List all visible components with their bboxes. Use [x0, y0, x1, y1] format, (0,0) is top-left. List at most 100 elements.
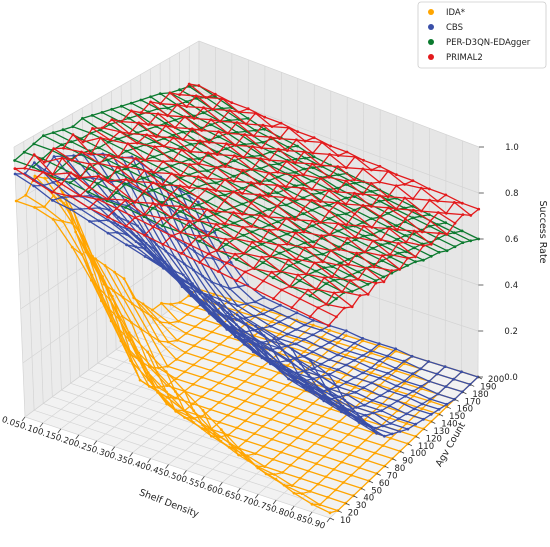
data-point	[295, 311, 299, 315]
data-point	[32, 179, 35, 182]
data-point	[395, 389, 398, 393]
data-point	[226, 374, 230, 378]
data-point	[161, 224, 164, 228]
data-point	[200, 395, 204, 399]
data-point	[367, 424, 371, 427]
data-point	[443, 365, 447, 368]
data-point	[190, 127, 194, 131]
data-point	[60, 195, 64, 199]
data-point	[197, 84, 201, 87]
data-point	[301, 196, 305, 200]
data-point	[445, 232, 449, 236]
wire-line	[160, 103, 448, 235]
data-point	[305, 449, 309, 453]
data-point	[328, 387, 332, 391]
data-point	[72, 154, 75, 158]
data-point	[261, 355, 264, 359]
data-point	[353, 208, 356, 212]
data-point	[324, 282, 328, 285]
data-point	[403, 183, 406, 186]
data-point	[361, 354, 365, 357]
data-point	[267, 208, 271, 211]
data-point	[32, 184, 36, 188]
legend-item: PER-D3QN-EDAgger	[428, 38, 531, 48]
y-tick-mark	[470, 384, 475, 387]
wire-line	[111, 119, 408, 259]
data-point	[330, 447, 334, 451]
data-point	[284, 196, 288, 199]
data-point	[261, 279, 265, 283]
y-tick-label: 60	[379, 479, 390, 489]
y-tick-mark	[376, 473, 381, 476]
data-point	[369, 349, 373, 353]
data-point	[311, 240, 315, 244]
data-point	[181, 130, 185, 134]
y-tick-mark	[438, 413, 444, 417]
data-point	[284, 203, 288, 207]
data-point	[327, 209, 331, 213]
data-point	[342, 481, 345, 484]
data-point	[354, 238, 357, 242]
wire-line	[197, 201, 479, 378]
legend-label: IDA*	[446, 8, 465, 18]
data-point	[322, 276, 326, 280]
data-point	[126, 220, 130, 223]
data-point	[129, 353, 133, 356]
data-point	[149, 100, 153, 104]
data-point	[428, 224, 431, 228]
data-point	[252, 353, 256, 357]
data-point	[285, 364, 289, 368]
data-point	[411, 394, 415, 398]
data-point	[62, 201, 65, 205]
data-point	[262, 296, 266, 299]
data-point	[186, 313, 189, 316]
data-point	[296, 130, 299, 134]
data-point	[379, 243, 383, 247]
data-point	[259, 157, 262, 160]
data-point	[151, 308, 154, 312]
data-point	[192, 344, 196, 348]
data-point	[71, 125, 75, 129]
data-point	[350, 305, 354, 309]
data-point	[217, 362, 221, 365]
y-tick-label: 30	[356, 501, 367, 511]
data-point	[311, 377, 315, 380]
data-point	[96, 182, 100, 185]
data-point	[379, 394, 382, 397]
data-point	[386, 376, 390, 380]
data-point	[279, 362, 283, 366]
data-point	[328, 341, 331, 344]
data-point	[191, 402, 195, 406]
data-point	[123, 182, 127, 186]
data-point	[183, 351, 187, 354]
data-point	[306, 469, 310, 473]
data-point	[295, 416, 298, 420]
wire-line	[328, 374, 479, 437]
z-tick-label: 1.0	[505, 143, 519, 153]
data-point	[337, 248, 341, 251]
data-point	[264, 472, 268, 476]
data-point	[346, 408, 350, 412]
data-point	[414, 422, 418, 426]
data-point	[429, 242, 433, 246]
data-point	[344, 329, 348, 333]
data-point	[361, 339, 365, 343]
data-point	[351, 407, 355, 411]
wire-line	[33, 154, 345, 309]
data-point	[69, 140, 73, 144]
data-point	[139, 327, 143, 331]
data-point	[361, 358, 365, 362]
data-point	[216, 270, 220, 273]
data-point	[345, 223, 348, 227]
data-point	[192, 421, 195, 424]
data-point	[228, 119, 232, 122]
data-point	[92, 262, 96, 266]
data-point	[226, 131, 230, 135]
data-point	[278, 410, 281, 414]
data-point	[201, 423, 205, 427]
data-point	[127, 116, 131, 120]
data-point	[216, 316, 220, 320]
data-point	[319, 362, 323, 366]
wire-line	[72, 134, 377, 284]
data-point	[217, 301, 221, 305]
